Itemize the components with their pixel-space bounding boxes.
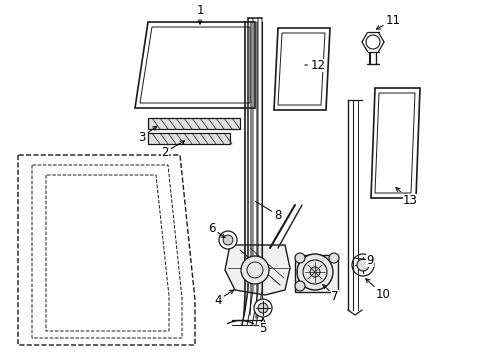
Circle shape: [309, 267, 319, 277]
Circle shape: [294, 253, 305, 263]
Circle shape: [258, 303, 267, 313]
Circle shape: [241, 256, 268, 284]
Text: 7: 7: [322, 285, 338, 302]
Circle shape: [253, 299, 271, 317]
Polygon shape: [273, 28, 329, 110]
Polygon shape: [148, 133, 229, 144]
Circle shape: [328, 253, 338, 263]
Text: 11: 11: [376, 14, 400, 29]
Text: 9: 9: [355, 253, 373, 266]
Text: 6: 6: [208, 221, 224, 238]
Polygon shape: [224, 245, 289, 295]
Text: 13: 13: [395, 188, 417, 207]
Text: 4: 4: [214, 290, 233, 306]
Polygon shape: [148, 118, 240, 129]
Circle shape: [356, 259, 368, 271]
Circle shape: [294, 281, 305, 291]
Text: 1: 1: [196, 4, 203, 24]
Text: 12: 12: [304, 59, 325, 72]
Text: 5: 5: [259, 318, 266, 334]
Polygon shape: [294, 255, 337, 292]
Text: 3: 3: [138, 126, 157, 144]
Polygon shape: [135, 22, 254, 108]
Circle shape: [223, 235, 232, 245]
Circle shape: [219, 231, 237, 249]
Text: 10: 10: [365, 279, 389, 302]
Text: 2: 2: [161, 141, 184, 158]
Polygon shape: [370, 88, 419, 198]
Text: 8: 8: [255, 202, 281, 221]
Circle shape: [296, 254, 332, 290]
